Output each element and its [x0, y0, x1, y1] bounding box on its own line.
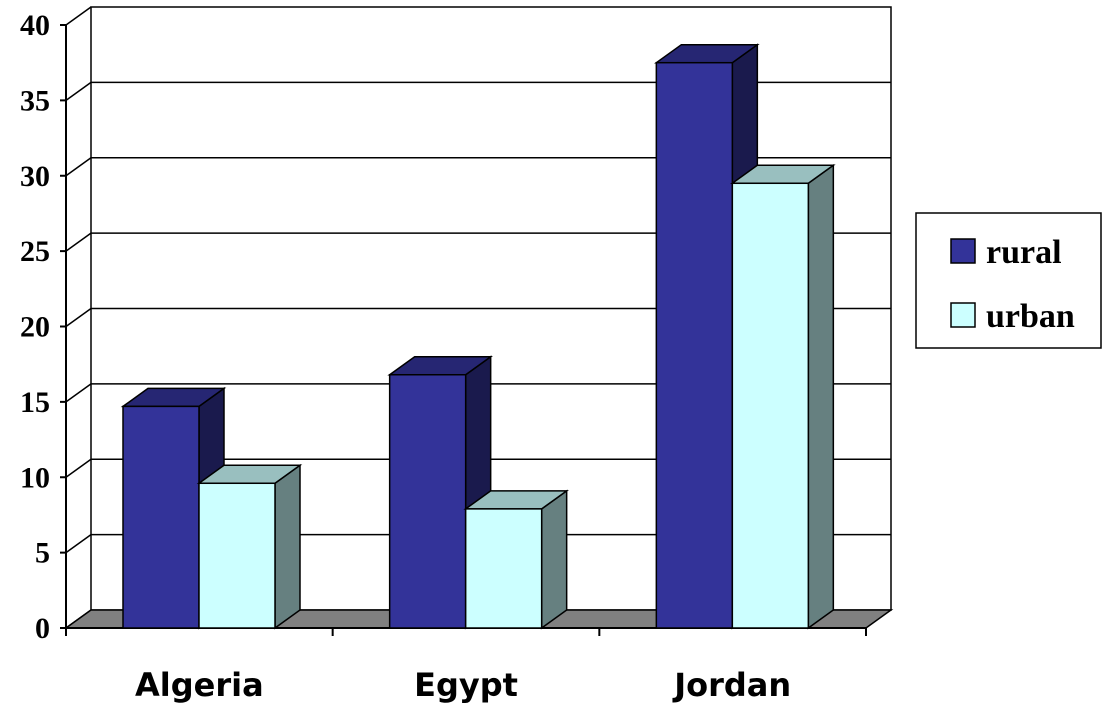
side-wall-line — [65, 81, 92, 101]
y-tick-label: 15 — [20, 386, 50, 419]
side-wall-line — [65, 307, 92, 328]
y-tick-label: 20 — [20, 311, 50, 344]
y-tick-label: 5 — [35, 537, 50, 570]
y-tick-label: 40 — [20, 9, 50, 42]
y-axis-ticks: 0 5 10 15 20 25 30 35 40 — [20, 9, 66, 645]
legend-box — [915, 212, 1102, 349]
side-wall-line — [65, 383, 92, 403]
side-wall-line — [65, 6, 92, 26]
bars — [120, 43, 836, 630]
bar-urban-jordan — [730, 163, 836, 630]
y-tick-label: 0 — [35, 612, 50, 645]
bar-rural-egypt — [387, 355, 493, 630]
legend-label-rural: rural — [986, 234, 1062, 271]
legend-swatch-rural — [950, 238, 976, 264]
bar-rural-algeria — [120, 386, 227, 630]
y-tick-label: 10 — [20, 461, 50, 494]
legend-swatch-urban — [950, 302, 976, 328]
side-wall-line — [65, 534, 92, 554]
x-tick-label: Egypt — [414, 666, 518, 704]
side-wall-line — [65, 232, 92, 252]
y-tick-label: 35 — [20, 84, 50, 117]
x-tick-label: Jordan — [672, 666, 791, 704]
side-wall-line — [65, 157, 92, 177]
legend-label-urban: urban — [986, 298, 1075, 335]
x-tick-label: Algeria — [135, 666, 264, 704]
y-tick-label: 30 — [20, 160, 50, 193]
x-axis-ticks: Algeria Egypt Jordan — [65, 628, 867, 704]
y-tick-label: 25 — [20, 235, 50, 268]
legend: rural urban — [915, 212, 1102, 349]
bar-urban-egypt — [463, 489, 569, 630]
side-wall-line — [65, 458, 92, 478]
bar-urban-algeria — [196, 463, 303, 630]
